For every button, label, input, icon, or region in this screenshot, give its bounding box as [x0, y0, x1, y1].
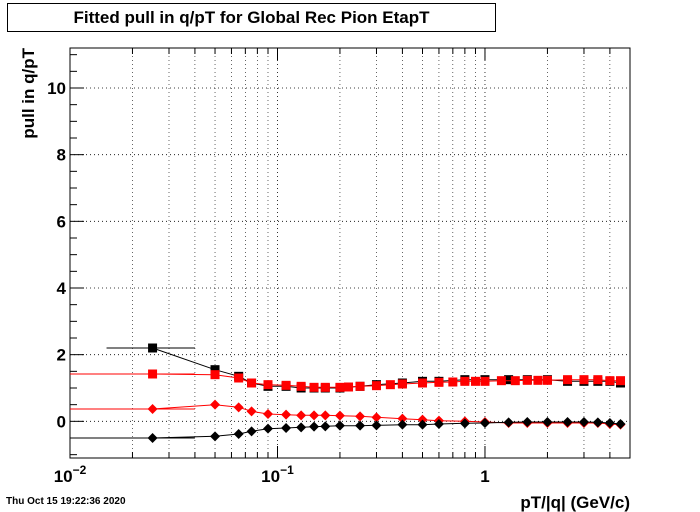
y-axis-title: pull in q/pT — [19, 47, 38, 138]
data-point-square — [247, 378, 257, 388]
data-point-square — [480, 376, 490, 386]
data-point-diamond — [262, 423, 273, 434]
y-tick-label: 6 — [57, 212, 66, 231]
data-point-diamond — [246, 406, 257, 417]
data-point-square — [148, 343, 158, 353]
data-point-square — [616, 376, 626, 386]
y-tick-label: 2 — [57, 346, 66, 365]
data-point-diamond — [371, 412, 382, 423]
datestamp: Thu Oct 15 19:22:36 2020 — [6, 496, 126, 507]
data-point-square — [148, 369, 158, 379]
data-point-diamond — [433, 419, 444, 429]
data-point-square — [210, 370, 220, 380]
data-point-square — [234, 373, 244, 383]
data-point-diamond — [296, 410, 307, 421]
data-point-square — [460, 376, 470, 386]
data-point-diamond — [296, 422, 307, 433]
data-point-diamond — [309, 410, 320, 421]
data-point-diamond — [355, 411, 366, 422]
x-tick-label: 10−2 — [54, 463, 87, 486]
data-point-square — [335, 382, 345, 392]
y-tick-label: 10 — [47, 79, 66, 98]
data-point-square — [263, 380, 273, 390]
data-point-diamond — [334, 420, 345, 431]
data-point-diamond — [592, 417, 603, 428]
data-point-square — [385, 380, 395, 390]
data-point-diamond — [147, 433, 158, 443]
data-point-diamond — [281, 423, 292, 433]
x-tick-label: 1 — [480, 467, 489, 486]
y-tick-label: 8 — [57, 146, 66, 165]
data-point-square — [522, 375, 532, 385]
data-point-diamond — [320, 410, 331, 421]
data-point-square — [579, 375, 589, 385]
data-point-square — [210, 365, 220, 375]
data-point-square — [355, 381, 365, 391]
plot-frame — [69, 47, 631, 459]
data-point-diamond — [355, 420, 366, 431]
data-point-diamond — [262, 409, 273, 419]
data-point-square — [533, 375, 543, 385]
data-point-square — [470, 376, 480, 386]
data-point-square — [309, 382, 319, 392]
data-point-diamond — [459, 418, 470, 429]
data-point-diamond — [604, 418, 615, 428]
data-point-diamond — [309, 421, 320, 432]
data-point-diamond — [503, 417, 514, 428]
data-point-diamond — [562, 417, 573, 427]
y-tick-label: 0 — [57, 412, 66, 431]
data-point-square — [563, 375, 573, 385]
data-point-diamond — [281, 409, 292, 420]
data-point-square — [434, 377, 444, 387]
data-point-square — [605, 376, 615, 386]
data-point-diamond — [233, 402, 244, 413]
data-point-diamond — [210, 431, 221, 442]
x-tick-label: 10−1 — [261, 463, 294, 486]
data-point-square — [371, 381, 381, 391]
data-point-square — [448, 377, 458, 387]
data-point-square — [510, 376, 520, 386]
data-point-diamond — [397, 413, 408, 424]
data-point-diamond — [578, 417, 589, 427]
y-tick-label: 4 — [57, 279, 67, 298]
data-point-square — [496, 376, 506, 386]
data-point-diamond — [147, 404, 158, 414]
data-point-diamond — [320, 421, 331, 432]
data-point-square — [344, 382, 354, 392]
data-point-diamond — [479, 418, 490, 428]
data-point-square — [320, 382, 330, 392]
chart-title: Fitted pull in q/pT for Global Rec Pion … — [7, 3, 496, 32]
data-point-square — [397, 379, 407, 389]
data-point-square — [542, 375, 552, 385]
data-point-square — [418, 378, 428, 388]
data-point-diamond — [210, 399, 221, 410]
data-point-diamond — [542, 417, 553, 427]
data-point-diamond — [522, 417, 533, 427]
data-point-diamond — [334, 410, 345, 421]
data-point-square — [504, 375, 514, 385]
data-point-square — [593, 375, 603, 385]
data-point-diamond — [246, 426, 257, 437]
data-point-square — [296, 381, 306, 391]
data-point-square — [281, 380, 291, 390]
data-point-diamond — [371, 420, 382, 431]
data-point-diamond — [233, 429, 244, 439]
data-point-diamond — [397, 419, 408, 430]
data-point-diamond — [417, 419, 428, 430]
data-point-diamond — [615, 419, 626, 429]
x-axis-title: pT/|q| (GeV/c) — [520, 493, 630, 512]
